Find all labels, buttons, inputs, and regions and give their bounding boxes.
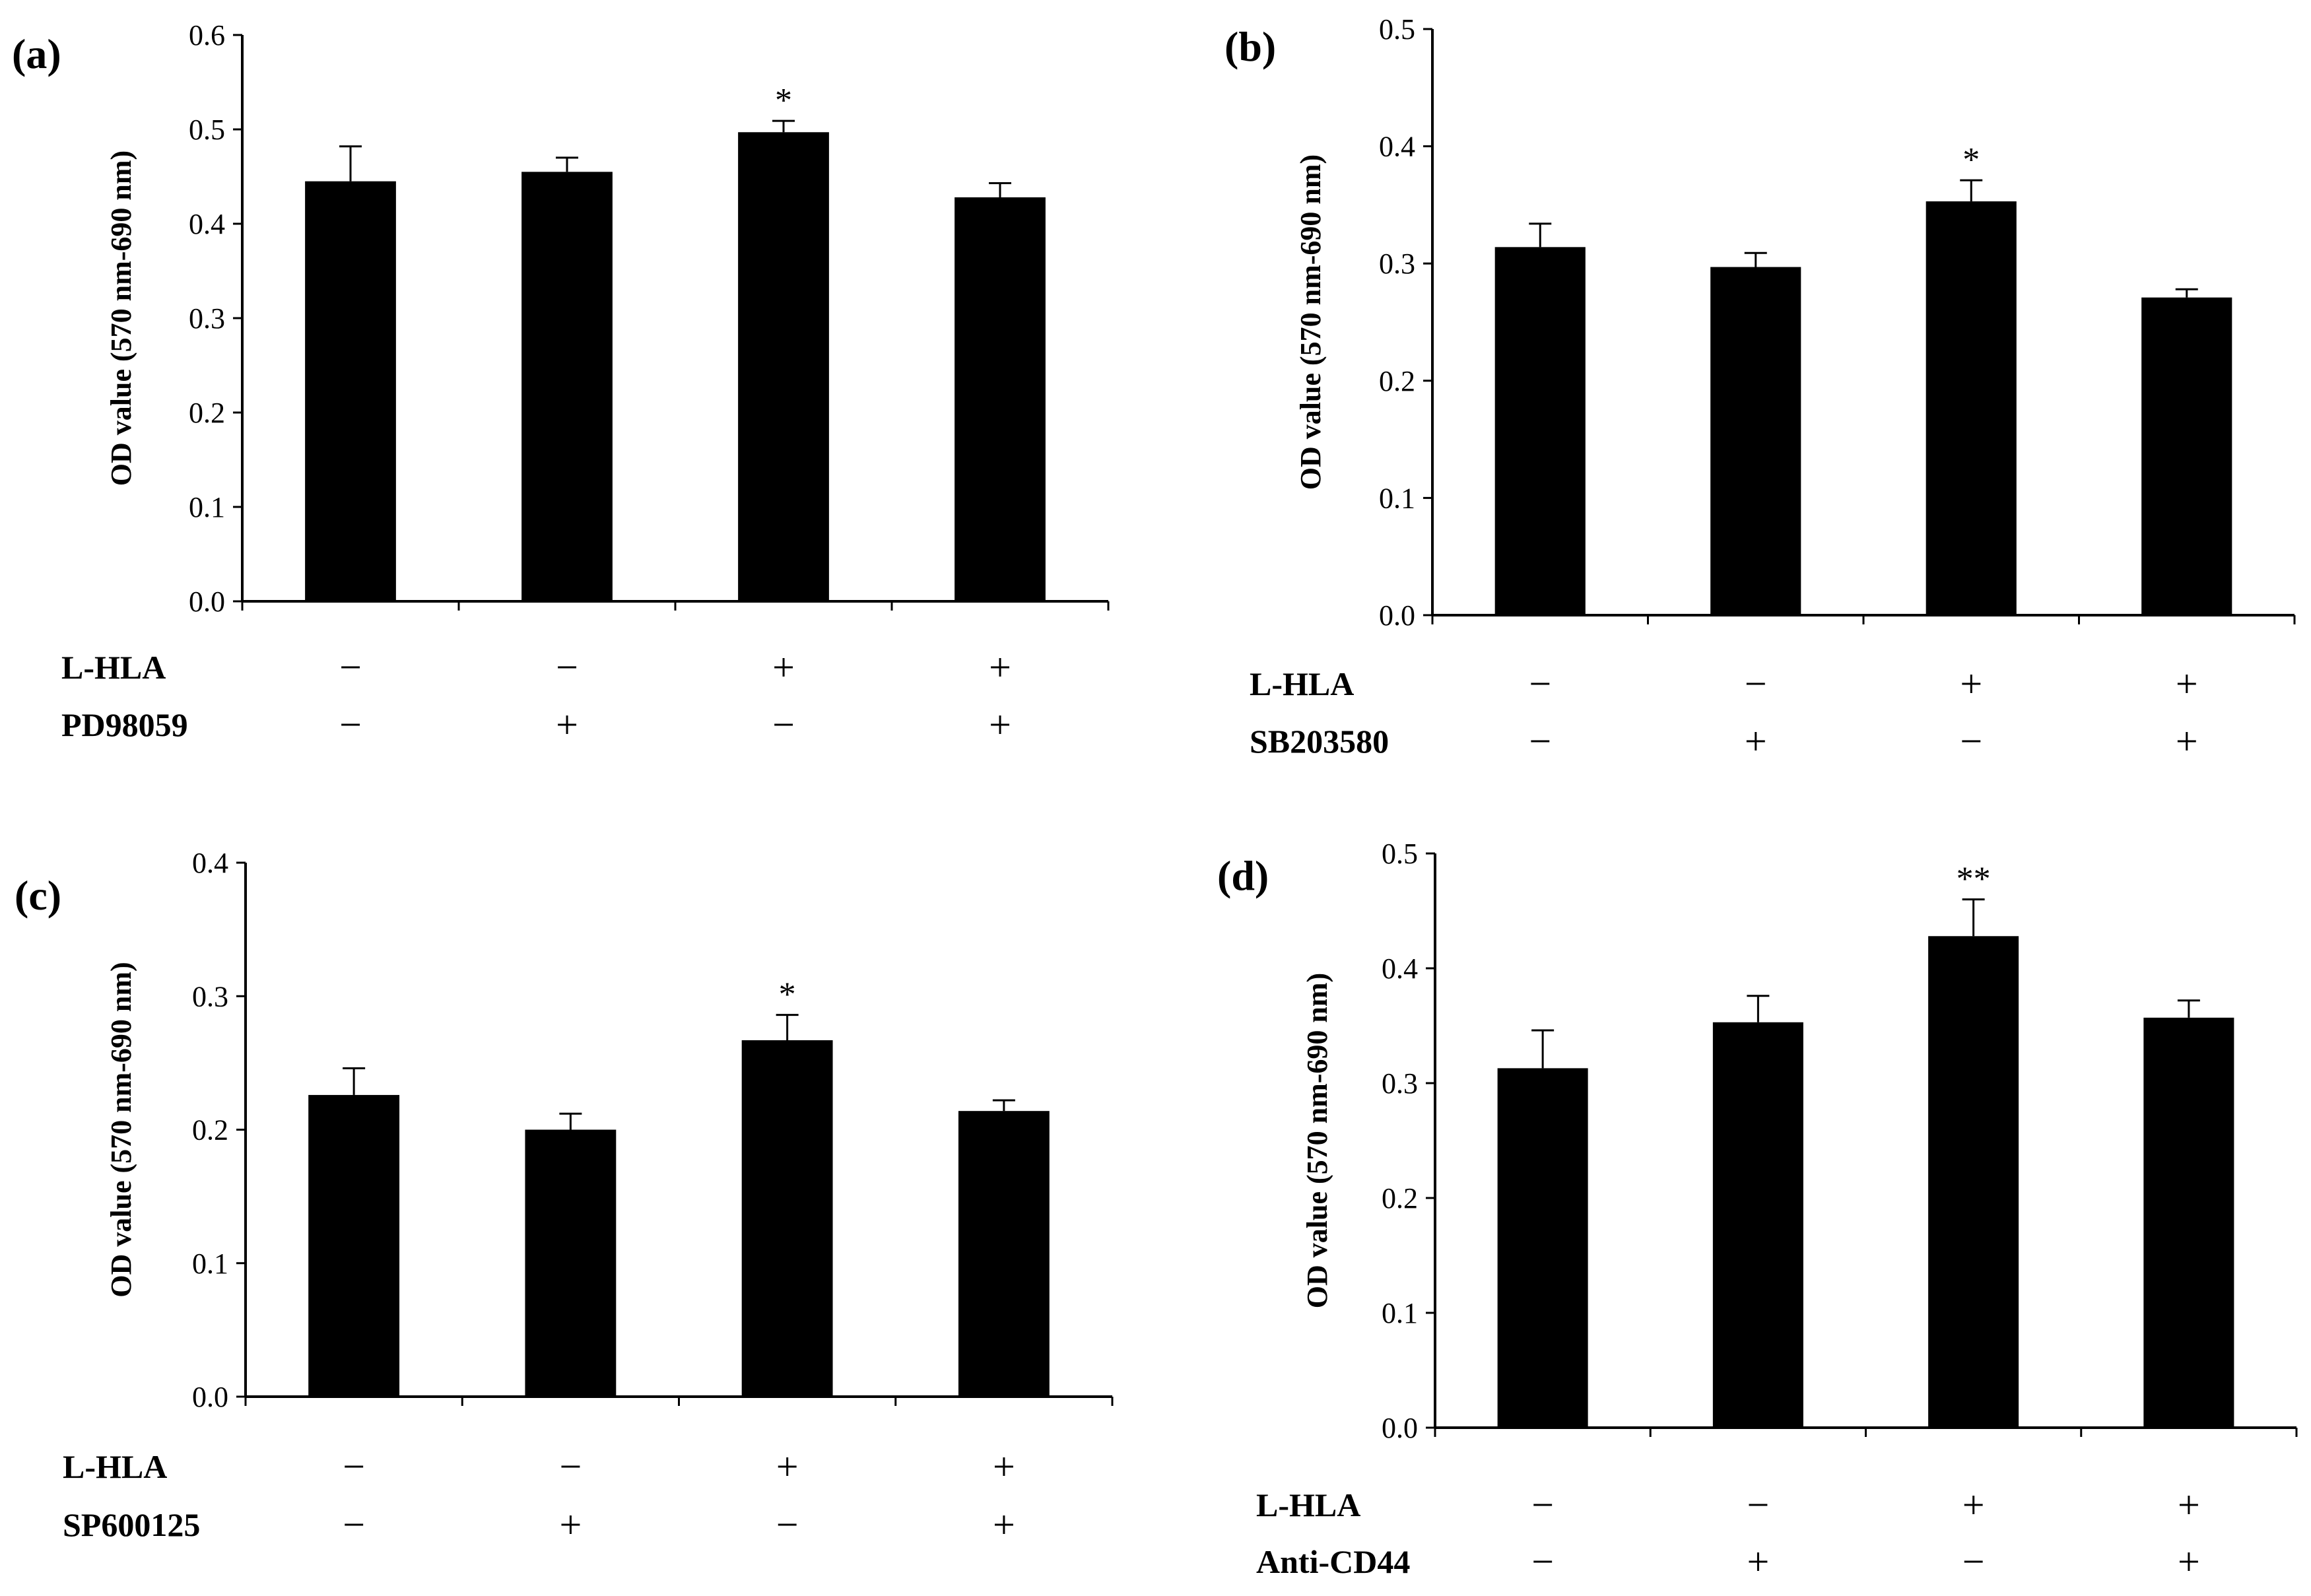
treatment-plus-sign: + (1745, 719, 1767, 763)
bar (738, 132, 829, 602)
bar (2141, 297, 2232, 615)
y-tick-label: 0.1 (1379, 482, 1415, 514)
y-tick-label: 0.0 (1382, 1412, 1418, 1444)
bar (521, 172, 613, 602)
treatment-minus-sign: − (343, 1445, 365, 1488)
y-axis-title: OD value (570 nm-690 nm) (105, 150, 137, 486)
significance-mark: * (1962, 141, 1980, 179)
y-tick-label: 0.4 (1382, 952, 1418, 985)
bar (1926, 201, 2017, 615)
panel-label: (d) (1217, 852, 1269, 899)
treatment-plus-sign: + (993, 1503, 1015, 1546)
treatment-minus-sign: − (1529, 662, 1551, 706)
y-tick-label: 0.3 (189, 302, 225, 335)
bar (741, 1040, 833, 1397)
y-tick-label: 0.0 (1379, 599, 1415, 632)
treatment-minus-sign: − (1960, 719, 1982, 763)
y-tick-label: 0.2 (1379, 365, 1415, 397)
significance-mark: * (779, 976, 796, 1014)
bar (1712, 1022, 1803, 1428)
y-tick-label: 0.2 (1382, 1182, 1418, 1214)
treatment-name: L-HLA (63, 1448, 167, 1485)
bar (1928, 936, 2019, 1428)
bar (958, 1111, 1050, 1397)
y-tick-label: 0.0 (189, 585, 225, 618)
treatment-name: Anti-CD44 (1256, 1543, 1410, 1580)
treatment-name: L-HLA (61, 649, 166, 686)
bar (305, 181, 396, 601)
treatment-minus-sign: − (772, 703, 795, 747)
panel-label: (b) (1224, 23, 1276, 70)
treatment-plus-sign: + (2178, 1540, 2200, 1583)
treatment-minus-sign: − (1531, 1483, 1554, 1527)
treatment-plus-sign: + (2176, 662, 2198, 706)
y-tick-label: 0.1 (1382, 1297, 1418, 1329)
treatment-plus-sign: + (559, 1503, 582, 1546)
bar (2143, 1017, 2234, 1428)
treatment-plus-sign: + (1747, 1540, 1769, 1583)
y-tick-label: 0.2 (192, 1114, 228, 1147)
y-axis-title: OD value (570 nm-690 nm) (105, 962, 137, 1297)
y-tick-label: 0.4 (192, 847, 228, 879)
treatment-plus-sign: + (776, 1445, 799, 1488)
treatment-minus-sign: − (1745, 662, 1767, 706)
y-tick-label: 0.4 (1379, 131, 1415, 163)
treatment-name: PD98059 (61, 706, 188, 743)
treatment-plus-sign: + (2178, 1483, 2200, 1527)
treatment-minus-sign: − (339, 646, 362, 689)
treatment-minus-sign: − (343, 1503, 365, 1546)
treatment-plus-sign: + (989, 703, 1011, 747)
bar (525, 1129, 617, 1397)
significance-mark: ** (1957, 861, 1991, 898)
treatment-minus-sign: − (1962, 1540, 1985, 1583)
y-axis-title: OD value (570 nm-690 nm) (1294, 154, 1327, 490)
treatment-minus-sign: − (339, 703, 362, 747)
y-tick-label: 0.3 (1379, 248, 1415, 280)
treatment-minus-sign: − (776, 1503, 799, 1546)
treatment-plus-sign: + (1962, 1483, 1985, 1527)
treatment-name: L-HLA (1256, 1486, 1360, 1523)
treatment-name: SP600125 (63, 1506, 200, 1543)
treatment-minus-sign: − (559, 1445, 582, 1488)
chart-panel-2: (b) 0.0 0.1 0.2 0.3 0.4 0.5 OD value (570 nm-69… (1224, 13, 2296, 763)
treatment-name: SB203580 (1250, 723, 1389, 760)
chart-panel-3: (c) 0.0 0.1 0.2 0.3 0.4 OD value (570 nm-690 n… (15, 847, 1114, 1546)
treatment-minus-sign: − (556, 646, 578, 689)
chart-panel-4: (d) 0.0 0.1 0.2 0.3 0.4 0.5 OD value (570 nm-69… (1217, 838, 2298, 1583)
y-tick-label: 0.5 (1379, 13, 1415, 46)
bar (308, 1094, 400, 1397)
y-tick-label: 0.1 (189, 491, 225, 523)
treatment-plus-sign: + (989, 646, 1011, 689)
bar (1494, 247, 1586, 615)
bar (1497, 1068, 1588, 1428)
treatment-minus-sign: − (1529, 719, 1551, 763)
y-tick-label: 0.1 (192, 1247, 228, 1280)
treatment-plus-sign: + (2176, 719, 2198, 763)
y-tick-label: 0.4 (189, 208, 225, 240)
y-tick-label: 0.3 (1382, 1067, 1418, 1100)
treatment-plus-sign: + (993, 1445, 1015, 1488)
y-tick-label: 0.0 (192, 1381, 228, 1413)
y-tick-label: 0.5 (189, 114, 225, 146)
y-tick-label: 0.2 (189, 397, 225, 429)
y-axis-title: OD value (570 nm-690 nm) (1301, 973, 1333, 1308)
treatment-plus-sign: + (1960, 662, 1982, 706)
panel-label: (c) (15, 872, 61, 919)
y-tick-label: 0.3 (192, 980, 228, 1013)
treatment-plus-sign: + (556, 703, 578, 747)
y-tick-label: 0.6 (189, 19, 225, 51)
treatment-name: L-HLA (1250, 665, 1354, 702)
bar (1710, 267, 1801, 615)
significance-mark: * (775, 82, 792, 119)
treatment-minus-sign: − (1531, 1540, 1554, 1583)
chart-panel-1: (a) 0.0 0.1 0.2 0.3 0.4 0.5 0.6 OD value (570 nm… (12, 19, 1110, 747)
panel-label: (a) (12, 30, 61, 77)
y-tick-label: 0.5 (1382, 838, 1418, 870)
treatment-minus-sign: − (1747, 1483, 1769, 1527)
bar (955, 197, 1046, 602)
treatment-plus-sign: + (772, 646, 795, 689)
